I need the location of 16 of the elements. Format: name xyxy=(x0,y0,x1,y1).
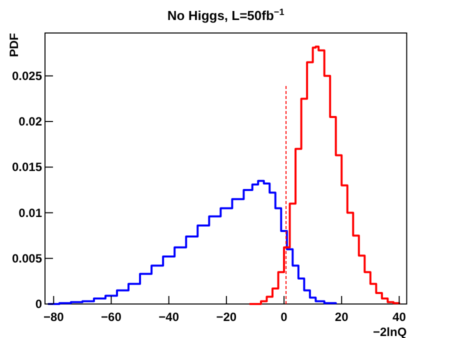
x-tick-label: −20 xyxy=(216,310,237,324)
y-tick-label: 0.005 xyxy=(12,251,42,266)
x-tick-label: −60 xyxy=(101,310,122,324)
y-axis-title: PDF xyxy=(7,33,21,57)
y-tick-label: 0.01 xyxy=(18,206,42,220)
y-tick-label: 0.02 xyxy=(18,114,42,129)
x-axis-title: −2lnQ xyxy=(373,325,407,338)
chart-title: No Higgs, L=50fb$^{−1}$ xyxy=(167,7,284,23)
x-tick-label: 20 xyxy=(334,310,349,324)
y-tick-label: 0 xyxy=(35,297,42,311)
x-tick-label: 40 xyxy=(392,310,406,324)
y-tick-label: 0.015 xyxy=(12,160,42,174)
x-tick-label: 0 xyxy=(280,310,288,324)
x-tick-label: −80 xyxy=(43,310,64,324)
x-tick-label: −40 xyxy=(158,310,180,324)
y-tick-label: 0.025 xyxy=(12,68,42,83)
